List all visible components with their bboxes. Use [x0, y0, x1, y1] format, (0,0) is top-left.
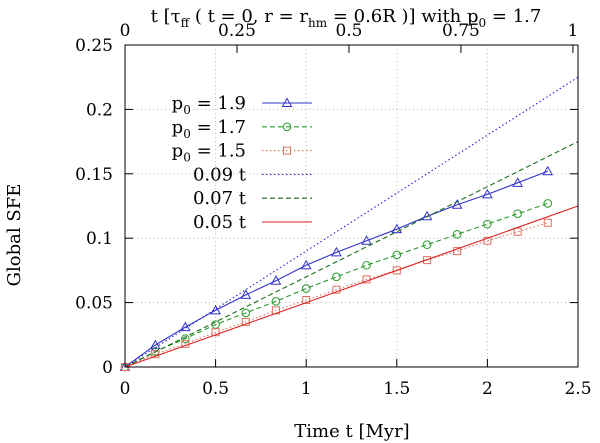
series-0-05-t [124, 205, 579, 368]
data-point [179, 321, 191, 332]
data-point [482, 188, 493, 199]
data-point [241, 308, 251, 318]
series-line [124, 202, 548, 368]
data-point [181, 334, 190, 343]
series-line [124, 170, 548, 368]
data-point [542, 165, 554, 176]
legend-entry: 0.07 t [193, 188, 312, 209]
legend-entry: p0 = 1.7 [172, 117, 312, 141]
top-tick-label: 0 [120, 21, 131, 41]
data-point [362, 260, 371, 270]
data-point [331, 246, 342, 257]
legend-entry: 0.09 t [193, 164, 312, 185]
data-point [302, 296, 311, 305]
top-axis-title: t [τff ( t = 0, r = rhm = 0.6R )] with p… [151, 6, 542, 30]
top-tick-label: 0.75 [442, 21, 480, 41]
data-point [240, 289, 252, 299]
data-point [513, 209, 522, 219]
data-point [513, 227, 522, 236]
y-tick-label: 0 [102, 358, 113, 378]
x-tick-label: 1.5 [383, 379, 410, 399]
data-point [512, 177, 524, 187]
data-point [149, 339, 161, 350]
data-point [211, 328, 220, 337]
series-p0-1-7 [120, 199, 553, 372]
legend-entry: p0 = 1.5 [172, 141, 312, 165]
series-p0-1-9 [119, 165, 554, 371]
series-line [124, 205, 579, 368]
data-point [281, 97, 293, 107]
series-line [124, 222, 548, 368]
series-0-09-t [124, 76, 579, 368]
y-tick-label: 0.25 [75, 36, 113, 56]
data-point [423, 256, 432, 265]
data-point [453, 247, 462, 256]
data-point [271, 297, 281, 306]
x-tick-label: 0 [120, 379, 131, 399]
axis-ticks: 0 0.5 1 1.5 2 2.5 0 0.05 0.1 0.15 0.2 0.25 0 0.25 0.5 0… [75, 21, 591, 399]
data-point [151, 350, 160, 359]
data-point [332, 285, 341, 294]
data-point [282, 122, 292, 132]
data-point [451, 199, 463, 209]
series-line [124, 141, 579, 368]
x-axis-label: Time t [Myr] [294, 421, 409, 442]
y-tick-label: 0.1 [86, 229, 113, 249]
data-point [483, 219, 492, 229]
legend-entry: p0 = 1.9 [172, 93, 312, 117]
x-tick-label: 2 [482, 379, 493, 399]
data-point [543, 218, 552, 227]
legend: p0 = 1.9p0 = 1.7p0 = 1.50.09 t 0.07 t 0.05… [172, 93, 312, 233]
top-tick-label: 0.5 [335, 21, 362, 41]
data-point [452, 230, 462, 239]
series-p0-1-5 [121, 218, 552, 371]
data-point [392, 250, 402, 260]
legend-label: 0.09 t [193, 164, 247, 185]
legend-label: 0.05 t [193, 212, 247, 233]
data-point [361, 235, 372, 245]
top-tick-label: 0.25 [218, 21, 256, 41]
top-tick-label: 1 [568, 21, 579, 41]
plot-frame [124, 44, 579, 368]
data-point [241, 317, 250, 326]
legend-label: p0 = 1.7 [172, 117, 246, 141]
data-point [392, 266, 401, 275]
legend-label: p0 = 1.5 [172, 141, 246, 165]
y-tick-label: 0.2 [86, 100, 113, 120]
data-point [391, 223, 403, 234]
legend-label: p0 = 1.9 [172, 93, 246, 117]
legend-label: 0.07 t [193, 188, 247, 209]
data-point [543, 199, 553, 208]
series-line [124, 76, 579, 368]
series-layer [119, 76, 579, 372]
series-0-07-t [124, 141, 579, 368]
y-tick-label: 0.15 [75, 165, 113, 185]
data-point [270, 275, 282, 285]
x-tick-label: 0.5 [202, 379, 229, 399]
y-tick-label: 0.05 [75, 294, 113, 314]
x-tick-label: 2.5 [564, 379, 591, 399]
x-tick-label: 1 [301, 379, 312, 399]
data-point [301, 284, 311, 293]
data-point [300, 259, 312, 270]
legend-entry: 0.05 t [193, 212, 312, 233]
data-point [422, 240, 432, 249]
data-point [283, 146, 291, 155]
data-point [332, 272, 341, 282]
data-point [483, 236, 492, 245]
y-axis-label: Global SFE [4, 184, 25, 287]
